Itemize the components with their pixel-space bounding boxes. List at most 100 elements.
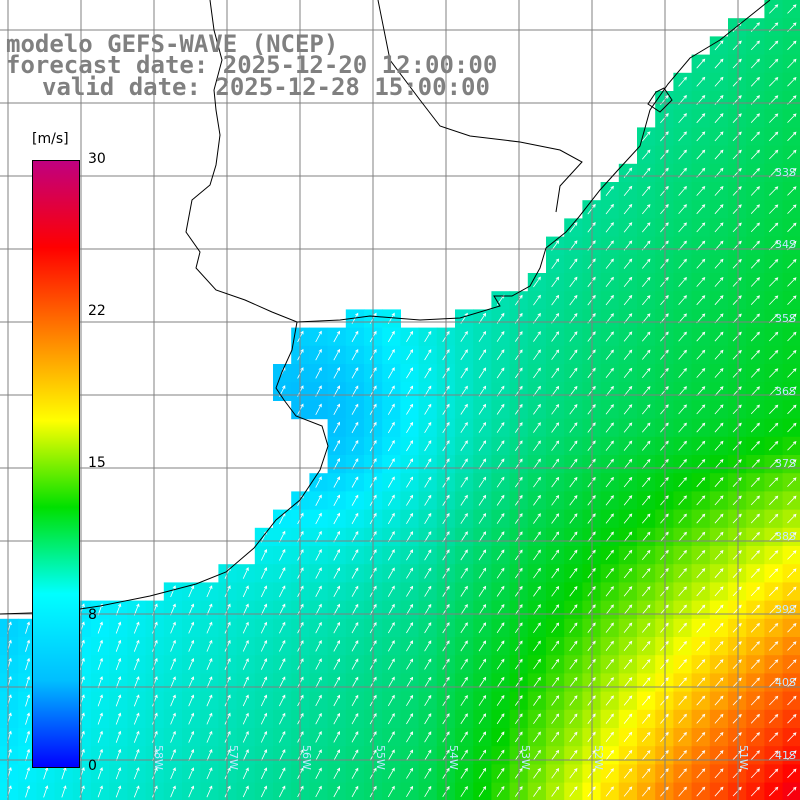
wind-arrow: [551, 786, 560, 797]
wind-speed-cell: [273, 546, 292, 565]
wind-speed-cell: [345, 436, 365, 456]
wind-arrow: [387, 549, 395, 561]
lon-label: 55W: [374, 745, 387, 770]
wind-speed-cell: [291, 655, 310, 674]
wind-arrow: [605, 713, 614, 724]
lat-label: 36S: [775, 385, 796, 398]
wind-speed-cell: [746, 382, 765, 401]
wind-arrow: [333, 512, 340, 525]
wind-arrow: [551, 349, 560, 360]
wind-arrow: [569, 458, 578, 470]
wind-arrow: [660, 695, 669, 706]
wind-speed-cell: [527, 418, 547, 438]
wind-speed-cell: [746, 327, 765, 347]
wind-arrow: [533, 731, 541, 743]
wind-arrow: [696, 568, 706, 579]
wind-speed-cell: [400, 400, 420, 420]
wind-speed-cell: [728, 327, 747, 347]
wind-speed-cell: [637, 236, 656, 256]
wind-speed-cell: [291, 546, 310, 565]
wind-arrow: [387, 767, 395, 779]
wind-arrow: [496, 403, 505, 415]
wind-arrow: [242, 712, 249, 725]
wind-speed-cell: [527, 673, 547, 693]
wind-arrow: [787, 259, 797, 269]
wind-arrow: [678, 604, 687, 615]
wind-arrow: [696, 149, 706, 160]
wind-arrow: [25, 748, 31, 762]
wind-arrow: [206, 585, 213, 598]
wind-arrow: [406, 694, 414, 707]
wind-arrow: [551, 276, 560, 288]
wind-arrow: [696, 440, 706, 451]
wind-speed-cell: [491, 527, 511, 547]
wind-arrow: [623, 222, 633, 233]
wind-arrow: [714, 185, 724, 196]
wind-arrow: [714, 149, 724, 160]
wind-speed-cell: [455, 436, 474, 456]
wind-arrow: [406, 713, 414, 725]
wind-speed-cell: [309, 509, 329, 529]
wind-arrow: [714, 331, 724, 342]
wind-speed-cell: [400, 509, 420, 529]
wind-arrow: [732, 222, 742, 233]
wind-arrow: [605, 531, 614, 542]
wind-arrow: [678, 113, 687, 124]
wind-speed-cell: [418, 382, 438, 401]
wind-speed-cell: [418, 546, 438, 565]
wind-arrow: [115, 603, 122, 616]
wind-arrow: [496, 749, 505, 761]
wind-arrow: [623, 513, 633, 524]
wind-arrow: [387, 785, 395, 798]
wind-speed-cell: [673, 491, 693, 511]
wind-speed-cell: [709, 236, 729, 256]
wind-speed-cell: [473, 382, 492, 401]
wind-arrow: [478, 458, 487, 470]
wind-speed-cell: [728, 691, 747, 711]
wind-arrow: [769, 77, 779, 87]
wind-arrow: [279, 749, 286, 761]
wind-arrow: [732, 204, 742, 214]
wind-speed-cell: [382, 709, 401, 729]
wind-arrow: [97, 748, 103, 762]
wind-arrow: [387, 330, 395, 343]
wind-arrow: [460, 567, 468, 579]
wind-arrow: [787, 422, 797, 433]
wind-arrow: [333, 476, 340, 488]
wind-arrow: [769, 186, 779, 196]
wind-arrow: [678, 386, 687, 397]
wind-speed-cell: [418, 691, 438, 711]
wind-arrow: [769, 550, 779, 560]
wind-speed-cell: [728, 364, 747, 383]
wind-arrow: [315, 694, 322, 707]
wind-speed-cell: [691, 637, 711, 656]
wind-arrow: [351, 785, 359, 798]
wind-speed-cell: [400, 600, 420, 620]
wind-arrow: [460, 367, 468, 379]
wind-speed-cell: [546, 345, 565, 365]
wind-arrow: [25, 639, 31, 652]
wind-arrow: [660, 404, 669, 415]
wind-arrow: [732, 58, 742, 69]
wind-arrow: [25, 785, 31, 798]
wind-speed-cell: [637, 691, 656, 711]
wind-speed-cell: [764, 18, 784, 37]
wind-arrow: [569, 586, 578, 597]
wind-arrow: [696, 204, 706, 215]
wind-speed-cell: [327, 418, 347, 438]
wind-arrow: [787, 659, 797, 669]
wind-speed-cell: [527, 618, 547, 638]
wind-arrow: [641, 458, 651, 469]
wind-speed-cell: [728, 673, 747, 693]
wind-arrow: [460, 786, 468, 797]
wind-speed-cell: [527, 364, 547, 383]
wind-arrow: [279, 567, 286, 579]
wind-arrow: [678, 440, 687, 451]
wind-arrow: [714, 495, 724, 506]
wind-arrow: [787, 732, 797, 742]
wind-arrow: [152, 639, 158, 652]
wind-speed-cell: [673, 691, 693, 711]
wind-arrow: [387, 621, 395, 634]
wind-arrow: [569, 549, 578, 561]
wind-speed-cell: [455, 491, 474, 511]
